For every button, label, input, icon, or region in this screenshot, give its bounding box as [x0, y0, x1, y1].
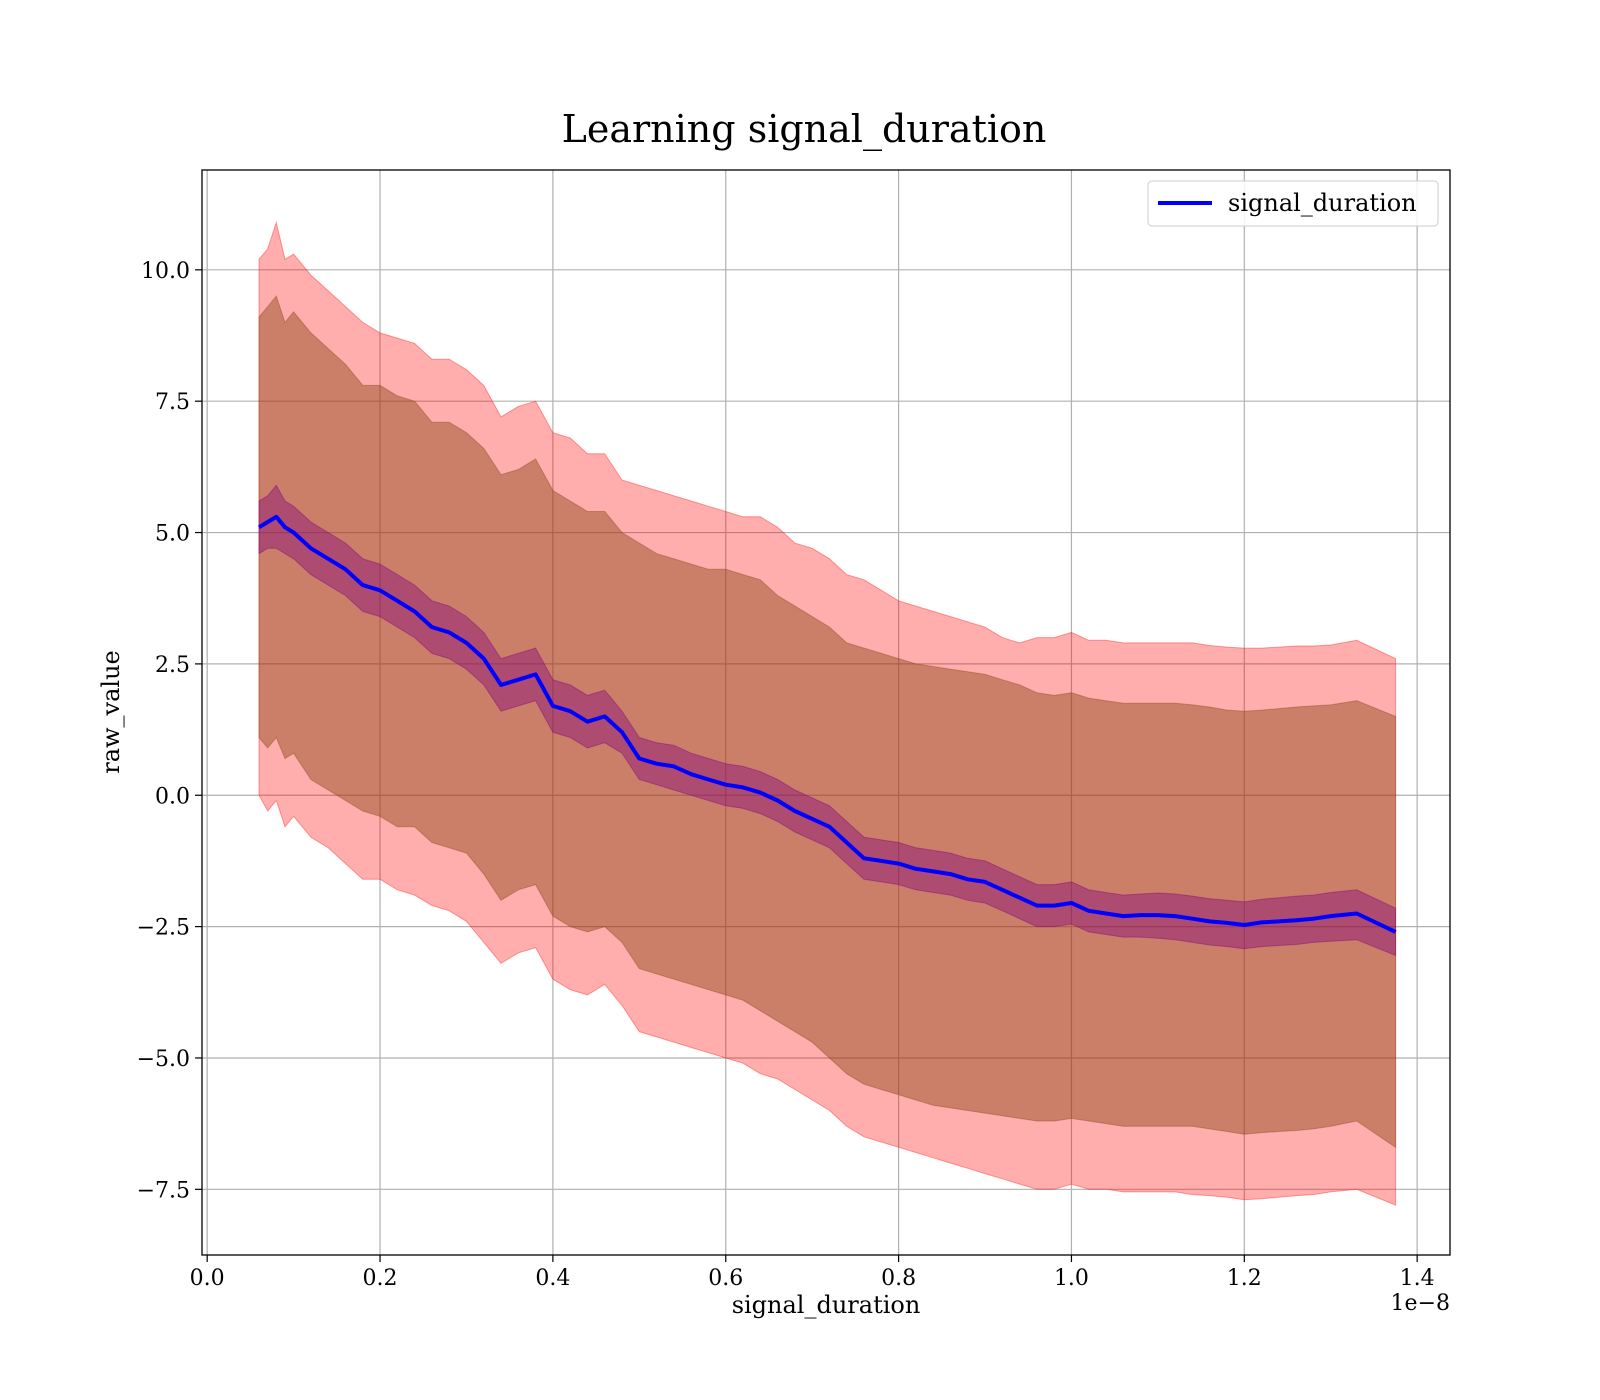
x-axis-label: signal_duration	[732, 1291, 921, 1319]
plot-frame	[201, 169, 1451, 1256]
y-axis-label: raw_value	[97, 650, 125, 774]
x-tick-label: 1.4	[1400, 1266, 1435, 1291]
y-tick-label: −5.0	[137, 1047, 190, 1072]
y-tick-label: −7.5	[137, 1178, 190, 1203]
x-tick-label: 0.0	[190, 1266, 225, 1291]
x-tick-label: 1.0	[1054, 1266, 1089, 1291]
y-tick-label: 7.5	[155, 390, 190, 415]
grid	[202, 170, 1450, 1255]
outer-band	[258, 220, 1397, 1206]
x-tick-label: 0.8	[881, 1266, 916, 1291]
legend-label-signal-duration: signal_duration	[1228, 189, 1417, 217]
x-tick-label: 0.6	[708, 1266, 743, 1291]
x-axis-ticks: 0.0 0.2 0.4 0.6 0.8 1.0 1.2 1.4	[190, 1255, 1435, 1291]
std-band	[258, 484, 1397, 957]
chart-title: Learning signal_duration	[562, 107, 1047, 152]
mean-line-layer	[257, 514, 1397, 934]
confidence-bands	[258, 220, 1397, 1206]
x-tick-label: 0.4	[535, 1266, 570, 1291]
y-tick-label: 10.0	[141, 259, 190, 284]
y-tick-label: 2.5	[155, 653, 190, 678]
legend-box	[1147, 180, 1439, 227]
x-tick-label: 1.2	[1227, 1266, 1262, 1291]
y-tick-label: 0.0	[155, 784, 190, 809]
x-tick-label: 0.2	[363, 1266, 398, 1291]
inner-band	[258, 295, 1397, 1149]
series-line-signal-duration	[257, 514, 1397, 934]
y-tick-label: −2.5	[137, 916, 190, 941]
y-tick-label: 5.0	[155, 522, 190, 547]
y-axis-ticks: 10.0 7.5 5.0 2.5 0.0 −2.5 −5.0 −7.5	[137, 259, 202, 1203]
legend: signal_duration	[1147, 180, 1439, 227]
x-axis-offset-label: 1e−8	[1391, 1291, 1450, 1316]
